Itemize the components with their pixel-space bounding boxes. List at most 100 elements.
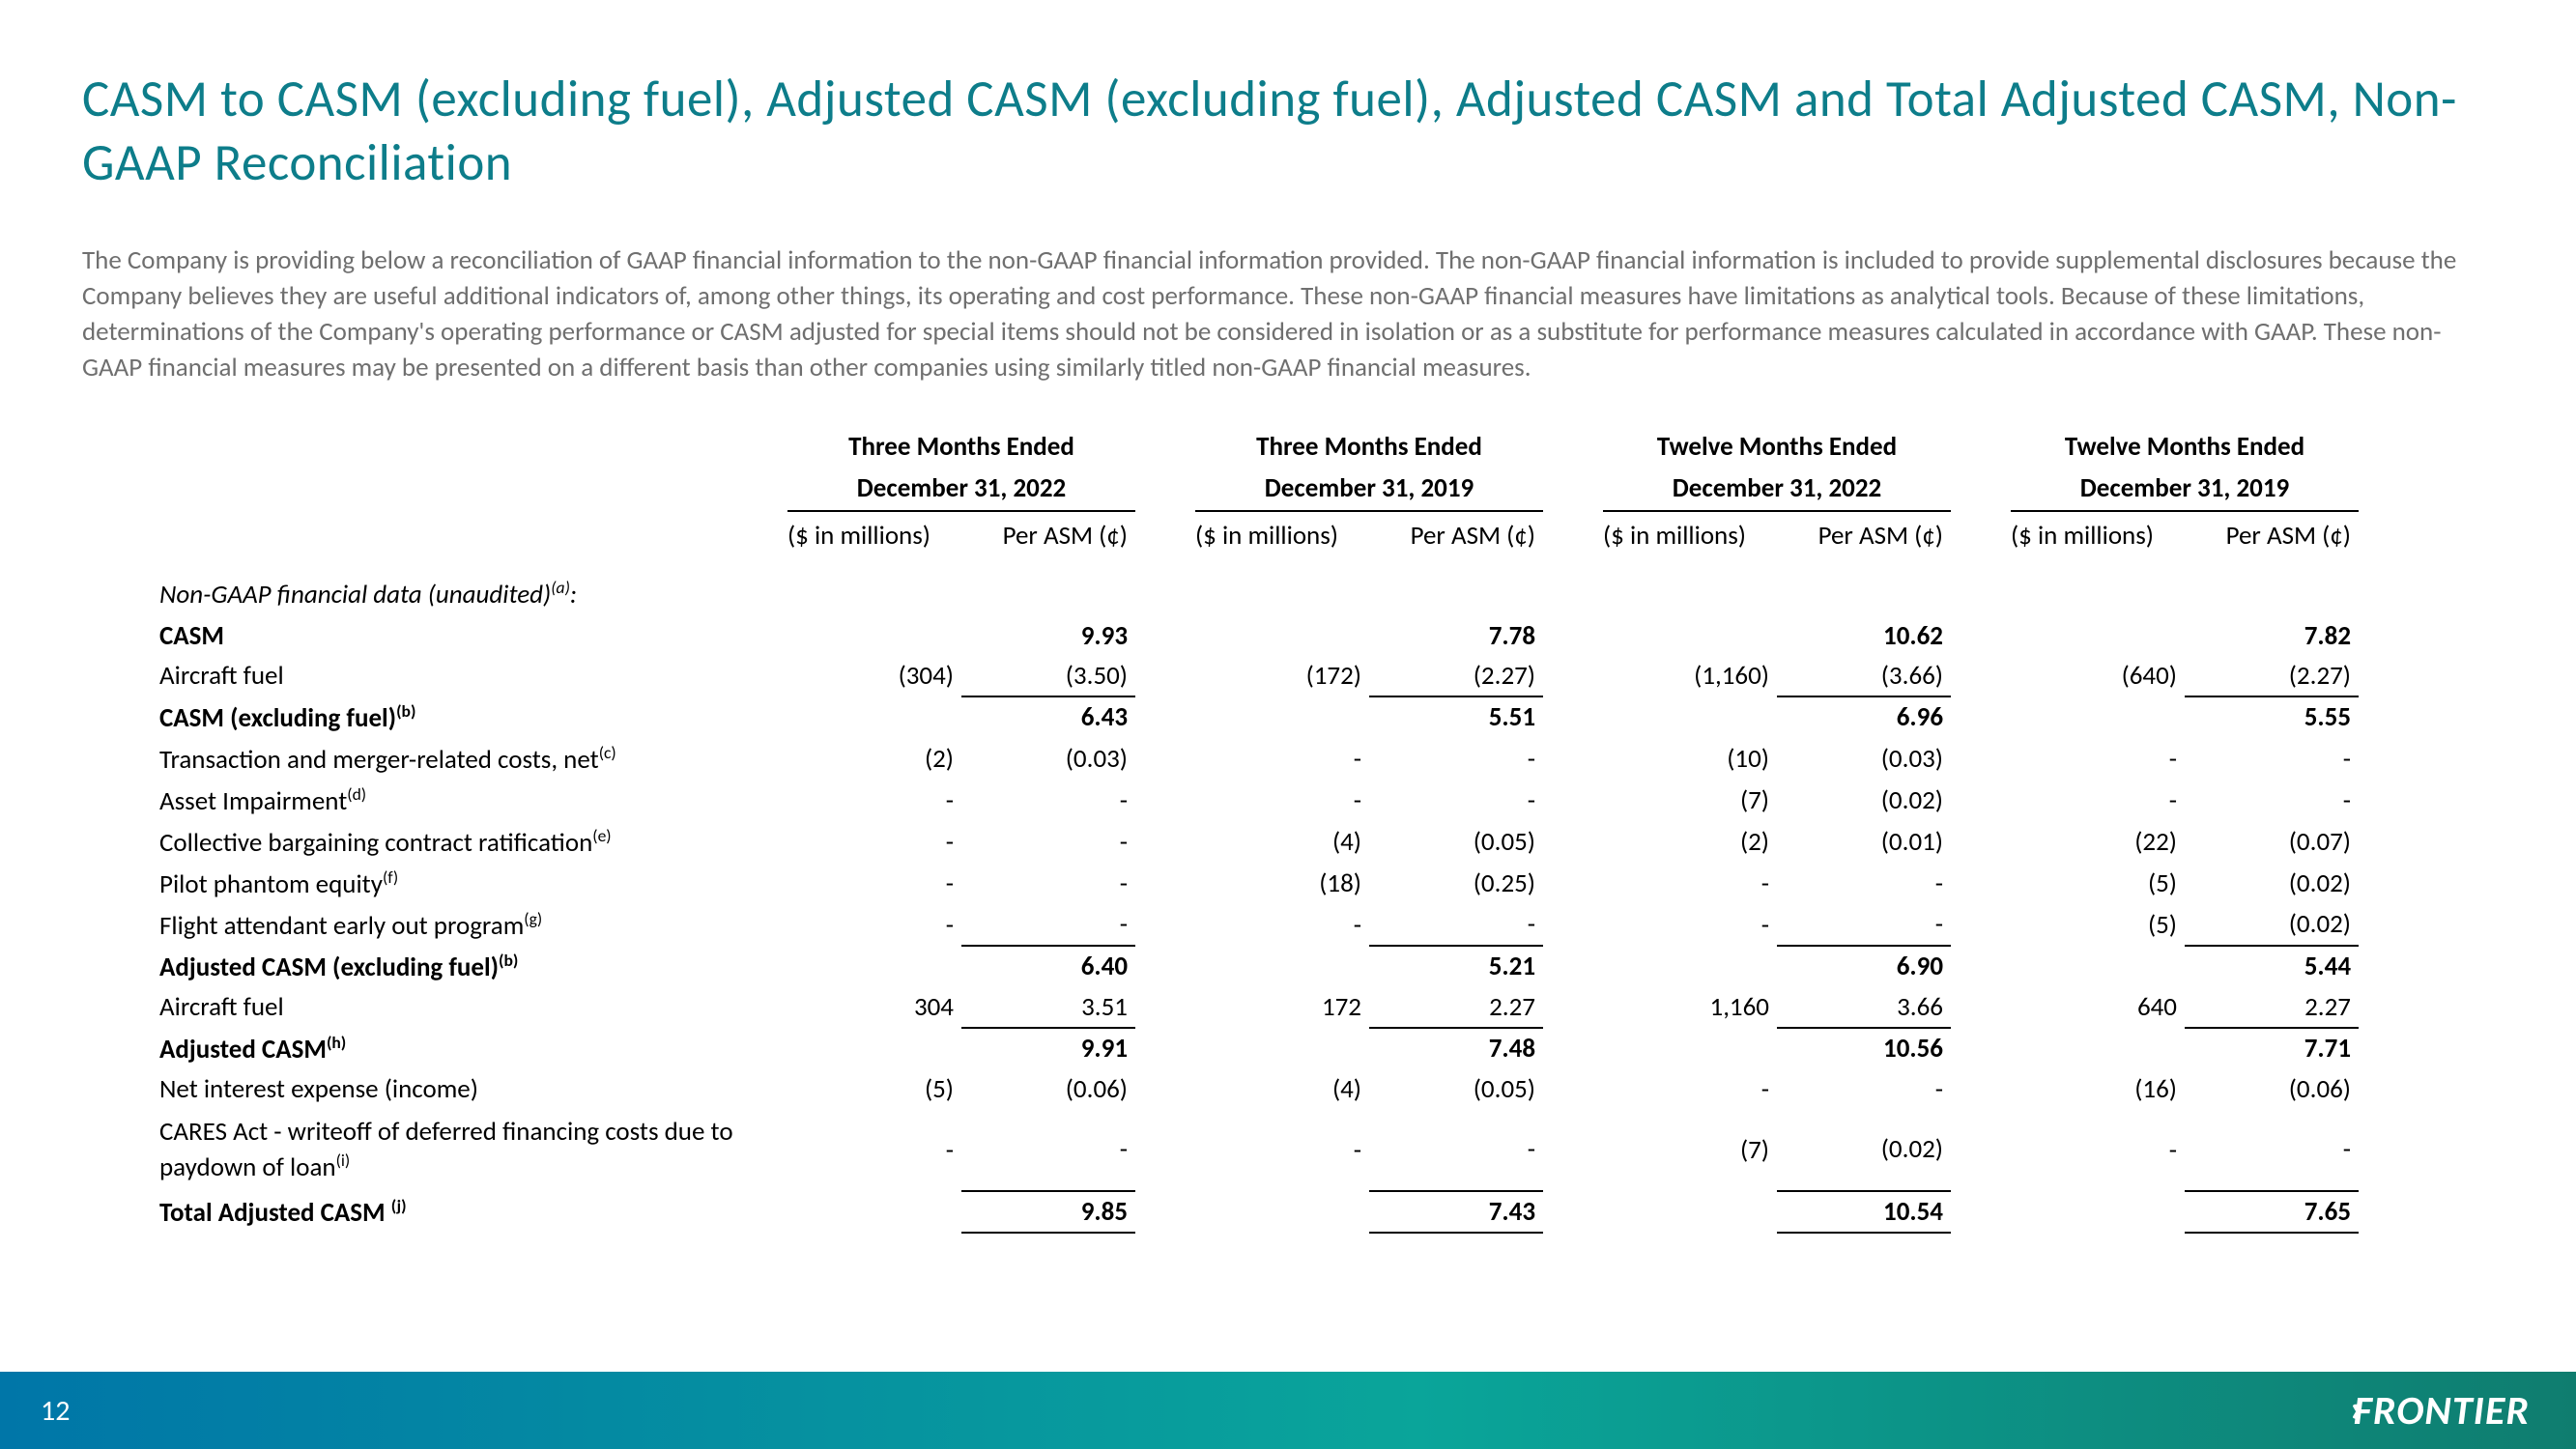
period-header-line2: December 31, 2022 [1603,469,1951,511]
cell-dollars: (2) [1603,821,1777,863]
row-label: Transaction and merger-related costs, ne… [159,738,787,780]
subheader-per-asm: Per ASM (¢) [961,511,1135,559]
cell-dollars: - [1603,863,1777,904]
footer-bar: 12 ››› FRONTIER [0,1372,2576,1449]
cell-per-asm: 6.96 [1777,696,1951,738]
cell-dollars: (7) [1603,780,1777,821]
cell-dollars: 1,160 [1603,987,1777,1028]
cell-per-asm: (0.02) [2185,863,2359,904]
cell-per-asm: (0.02) [1777,1109,1951,1192]
cell-dollars: (5) [787,1069,961,1109]
cell-dollars [1603,616,1777,656]
row-label: Total Adjusted CASM (j) [159,1191,787,1233]
intro-paragraph: The Company is providing below a reconci… [82,242,2488,386]
cell-per-asm: - [961,904,1135,946]
cell-per-asm: 10.56 [1777,1028,1951,1069]
cell-per-asm: 7.82 [2185,616,2359,656]
cell-per-asm: (3.66) [1777,656,1951,696]
cell-dollars [1603,696,1777,738]
cell-per-asm: (0.05) [1369,821,1543,863]
cell-per-asm: - [961,1109,1135,1192]
cell-per-asm: - [1777,863,1951,904]
cell-dollars: (16) [2011,1069,2185,1109]
cell-per-asm: (3.50) [961,656,1135,696]
cell-per-asm: 6.90 [1777,946,1951,987]
cell-per-asm: (0.02) [1777,780,1951,821]
cell-dollars: 172 [1195,987,1369,1028]
cell-per-asm: 5.21 [1369,946,1543,987]
cell-per-asm: - [1369,1109,1543,1192]
cell-dollars: - [1195,738,1369,780]
cell-dollars: 640 [2011,987,2185,1028]
cell-dollars: (4) [1195,821,1369,863]
cell-dollars: - [2011,780,2185,821]
cell-dollars: - [787,821,961,863]
row-label: CASM (excluding fuel)(b) [159,696,787,738]
cell-dollars [1195,1191,1369,1233]
cell-dollars [787,616,961,656]
cell-dollars: (172) [1195,656,1369,696]
cell-dollars [1603,1191,1777,1233]
period-header-line1: Twelve Months Ended [2011,427,2359,469]
cell-per-asm: - [1369,738,1543,780]
row-label: CASM [159,616,787,656]
cell-per-asm: 5.51 [1369,696,1543,738]
period-header-line2: December 31, 2019 [1195,469,1543,511]
cell-per-asm: 7.65 [2185,1191,2359,1233]
subheader-dollars: ($ in millions) [787,511,961,559]
cell-dollars: (18) [1195,863,1369,904]
row-label: Aircraft fuel [159,987,787,1028]
cell-dollars [1195,946,1369,987]
cell-dollars [2011,616,2185,656]
cell-dollars: (304) [787,656,961,696]
cell-per-asm: - [961,821,1135,863]
cell-dollars: (5) [2011,863,2185,904]
period-header-line1: Twelve Months Ended [1603,427,1951,469]
page-number: 12 [41,1393,70,1429]
cell-per-asm: 5.44 [2185,946,2359,987]
cell-per-asm: - [2185,780,2359,821]
cell-dollars [787,946,961,987]
cell-per-asm: 7.43 [1369,1191,1543,1233]
cell-dollars [787,696,961,738]
slide: CASM to CASM (excluding fuel), Adjusted … [0,0,2576,1449]
subheader-dollars: ($ in millions) [2011,511,2185,559]
cell-dollars: (22) [2011,821,2185,863]
row-label: Pilot phantom equity(f) [159,863,787,904]
cell-dollars [1603,946,1777,987]
subheader-per-asm: Per ASM (¢) [1369,511,1543,559]
subheader-dollars: ($ in millions) [1603,511,1777,559]
brand-logo: ››› FRONTIER [2352,1386,2530,1435]
cell-dollars: (1,160) [1603,656,1777,696]
cell-dollars [2011,696,2185,738]
cell-dollars: - [1603,1069,1777,1109]
cell-dollars [2011,1191,2185,1233]
row-label: Asset Impairment(d) [159,780,787,821]
cell-per-asm: 7.48 [1369,1028,1543,1069]
cell-per-asm: 9.85 [961,1191,1135,1233]
cell-per-asm: - [1369,780,1543,821]
brand-text: FRONTIER [2354,1386,2530,1435]
cell-dollars: (4) [1195,1069,1369,1109]
subheader-per-asm: Per ASM (¢) [1777,511,1951,559]
cell-dollars: (640) [2011,656,2185,696]
cell-per-asm: - [961,863,1135,904]
cell-dollars [2011,946,2185,987]
cell-dollars: - [1195,780,1369,821]
cell-per-asm: 10.62 [1777,616,1951,656]
row-label: Net interest expense (income) [159,1069,787,1109]
period-header-line2: December 31, 2022 [787,469,1135,511]
cell-per-asm: - [1777,904,1951,946]
cell-dollars: - [2011,1109,2185,1192]
cell-dollars: (10) [1603,738,1777,780]
subheader-dollars: ($ in millions) [1195,511,1369,559]
cell-per-asm: 7.71 [2185,1028,2359,1069]
page-title: CASM to CASM (excluding fuel), Adjusted … [82,68,2494,196]
row-label: Collective bargaining contract ratificat… [159,821,787,863]
cell-dollars: - [1195,1109,1369,1192]
cell-per-asm: - [961,780,1135,821]
cell-per-asm: (0.05) [1369,1069,1543,1109]
cell-per-asm: 6.43 [961,696,1135,738]
cell-per-asm: 3.51 [961,987,1135,1028]
reconciliation-table: Three Months EndedThree Months EndedTwel… [159,427,2359,1235]
